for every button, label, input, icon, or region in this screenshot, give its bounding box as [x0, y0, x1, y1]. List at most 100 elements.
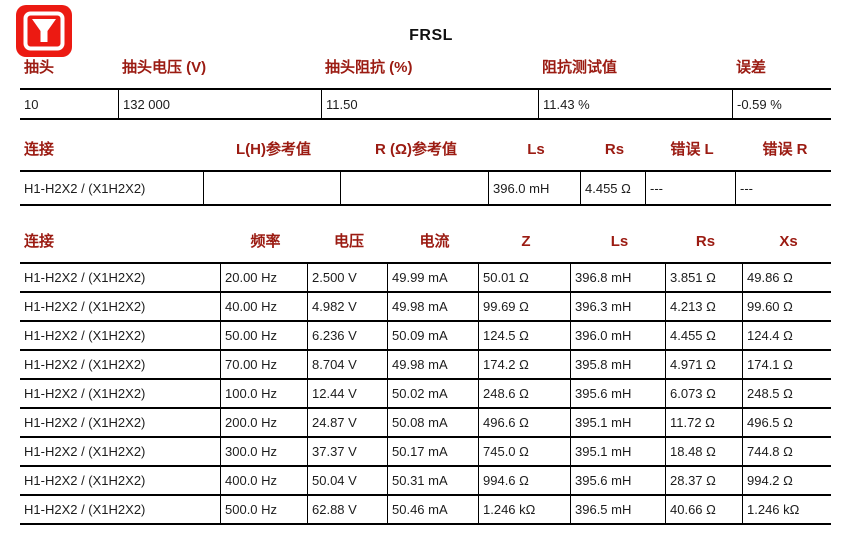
table-cell: 396.0 mH: [488, 172, 580, 204]
table-cell: 994.6 Ω: [478, 467, 570, 494]
column-header: Rs: [695, 233, 716, 250]
table-cell: 395.1 mH: [570, 409, 665, 436]
table-cell: 62.88 V: [307, 496, 387, 523]
column-header: 错误 L: [670, 141, 714, 158]
page-title: FRSL: [409, 27, 453, 44]
table-cell: 99.69 Ω: [478, 293, 570, 320]
column-header: 连接: [24, 233, 55, 250]
column-header: Ls: [610, 233, 629, 250]
column-header: L(H)参考值: [236, 141, 311, 158]
table-cell: 124.4 Ω: [742, 322, 831, 349]
column-header: Rs: [604, 141, 625, 158]
column-header: 电流: [419, 233, 450, 250]
table-cell: 50.01 Ω: [478, 264, 570, 291]
table-cell: 8.704 V: [307, 351, 387, 378]
funnel-icon: [16, 5, 72, 57]
column-header: 频率: [250, 233, 281, 250]
table-cell: 744.8 Ω: [742, 438, 831, 465]
tap-table: 抽头 抽头电压 (V) 抽头阻抗 (%) 阻抗测试值 误差 10 132 000 11.50 1…: [20, 58, 831, 120]
table-cell: 132 000: [118, 90, 321, 118]
table-cell: 395.1 mH: [570, 438, 665, 465]
table-cell: H1-H2X2 / (X1H2X2): [24, 180, 146, 196]
table-cell: 3.851 Ω: [665, 264, 742, 291]
table-cell: 6.073 Ω: [665, 380, 742, 407]
column-header: 连接: [24, 141, 55, 158]
column-header: Xs: [779, 233, 798, 250]
table-header-row: 连接 频率 电压 电流 Z Ls Rs Xs: [20, 232, 831, 262]
table-cell: 248.5 Ω: [742, 380, 831, 407]
table-cell: 174.1 Ω: [742, 351, 831, 378]
table-cell: 4.971 Ω: [665, 351, 742, 378]
table-cell: 50.08 mA: [387, 409, 478, 436]
table-cell: 12.44 V: [307, 380, 387, 407]
table-row: H1-H2X2 / (X1H2X2) 40.00 Hz 4.982 V 49.98 m…: [20, 293, 831, 322]
column-header: Z: [521, 233, 531, 250]
table-row: H1-H2X2 / (X1H2X2) 100.0 Hz 12.44 V 50.02 m…: [20, 380, 831, 409]
table-cell: 70.00 Hz: [220, 351, 307, 378]
table-cell: 49.98 mA: [387, 293, 478, 320]
table-cell: 99.60 Ω: [742, 293, 831, 320]
table-cell: 745.0 Ω: [478, 438, 570, 465]
table-cell: 49.98 mA: [387, 351, 478, 378]
table-cell: 50.46 mA: [387, 496, 478, 523]
table-cell: 200.0 Hz: [220, 409, 307, 436]
table-cell: 395.8 mH: [570, 351, 665, 378]
table-cell: H1-H2X2 / (X1H2X2): [24, 328, 146, 343]
table-cell: 400.0 Hz: [220, 467, 307, 494]
table-cell: 37.37 V: [307, 438, 387, 465]
table-cell: 20.00 Hz: [220, 264, 307, 291]
table-cell: 124.5 Ω: [478, 322, 570, 349]
table-cell: 1.246 kΩ: [742, 496, 831, 523]
table-cell: 300.0 Hz: [220, 438, 307, 465]
column-header: Ls: [527, 141, 545, 158]
table-cell: 50.09 mA: [387, 322, 478, 349]
table-cell: 4.455 Ω: [665, 322, 742, 349]
table-cell: H1-H2X2 / (X1H2X2): [24, 270, 146, 285]
table-cell: 396.5 mH: [570, 496, 665, 523]
table-row: H1-H2X2 / (X1H2X2) 500.0 Hz 62.88 V 50.46 m…: [20, 496, 831, 525]
table-cell: H1-H2X2 / (X1H2X2): [24, 299, 146, 314]
column-header: 错误 R: [762, 141, 808, 158]
table-cell: 11.50: [321, 90, 538, 118]
table-cell: 2.500 V: [307, 264, 387, 291]
table-cell: 50.04 V: [307, 467, 387, 494]
table-cell: 395.6 mH: [570, 380, 665, 407]
table-row: H1-H2X2 / (X1H2X2) 400.0 Hz 50.04 V 50.31 m…: [20, 467, 831, 496]
table-cell: 40.00 Hz: [220, 293, 307, 320]
table-cell: 50.00 Hz: [220, 322, 307, 349]
table-cell: H1-H2X2 / (X1H2X2): [24, 386, 146, 401]
table-cell: H1-H2X2 / (X1H2X2): [24, 415, 146, 430]
table-cell: 50.17 mA: [387, 438, 478, 465]
table-cell: 500.0 Hz: [220, 496, 307, 523]
measurement-table: 连接 频率 电压 电流 Z Ls Rs Xs H1-H2X2 / (X1H2X2) 20.00 H…: [20, 232, 831, 525]
table-cell: 40.66 Ω: [665, 496, 742, 523]
table-cell: 18.48 Ω: [665, 438, 742, 465]
table-cell: ---: [645, 172, 735, 204]
column-header: 电压: [333, 233, 364, 250]
table-cell: [203, 172, 340, 204]
table-cell: 10: [24, 96, 39, 112]
column-header: 抽头阻抗 (%): [325, 59, 413, 76]
table-cell: 50.31 mA: [387, 467, 478, 494]
table-row: 10 132 000 11.50 11.43 % -0.59 %: [20, 90, 831, 120]
table-cell: 24.87 V: [307, 409, 387, 436]
table-cell: 6.236 V: [307, 322, 387, 349]
column-header: 抽头: [24, 59, 55, 76]
table-cell: 49.86 Ω: [742, 264, 831, 291]
column-header: 抽头电压 (V): [122, 59, 207, 76]
table-cell: [340, 172, 488, 204]
table-cell: 496.6 Ω: [478, 409, 570, 436]
table-cell: 396.8 mH: [570, 264, 665, 291]
table-header-row: 抽头 抽头电压 (V) 抽头阻抗 (%) 阻抗测试值 误差: [20, 58, 831, 88]
table-cell: H1-H2X2 / (X1H2X2): [24, 357, 146, 372]
table-row: H1-H2X2 / (X1H2X2) 396.0 mH 4.455 Ω --- ---: [20, 172, 831, 206]
table-cell: 49.99 mA: [387, 264, 478, 291]
table-header-row: 连接 L(H)参考值 R (Ω)参考值 Ls Rs 错误 L 错误 R: [20, 140, 831, 170]
column-header: R (Ω)参考值: [374, 141, 458, 158]
table-row: H1-H2X2 / (X1H2X2) 200.0 Hz 24.87 V 50.08 m…: [20, 409, 831, 438]
table-cell: H1-H2X2 / (X1H2X2): [24, 444, 146, 459]
table-cell: 100.0 Hz: [220, 380, 307, 407]
table-row: H1-H2X2 / (X1H2X2) 50.00 Hz 6.236 V 50.09 m…: [20, 322, 831, 351]
table-row: H1-H2X2 / (X1H2X2) 70.00 Hz 8.704 V 49.98 m…: [20, 351, 831, 380]
